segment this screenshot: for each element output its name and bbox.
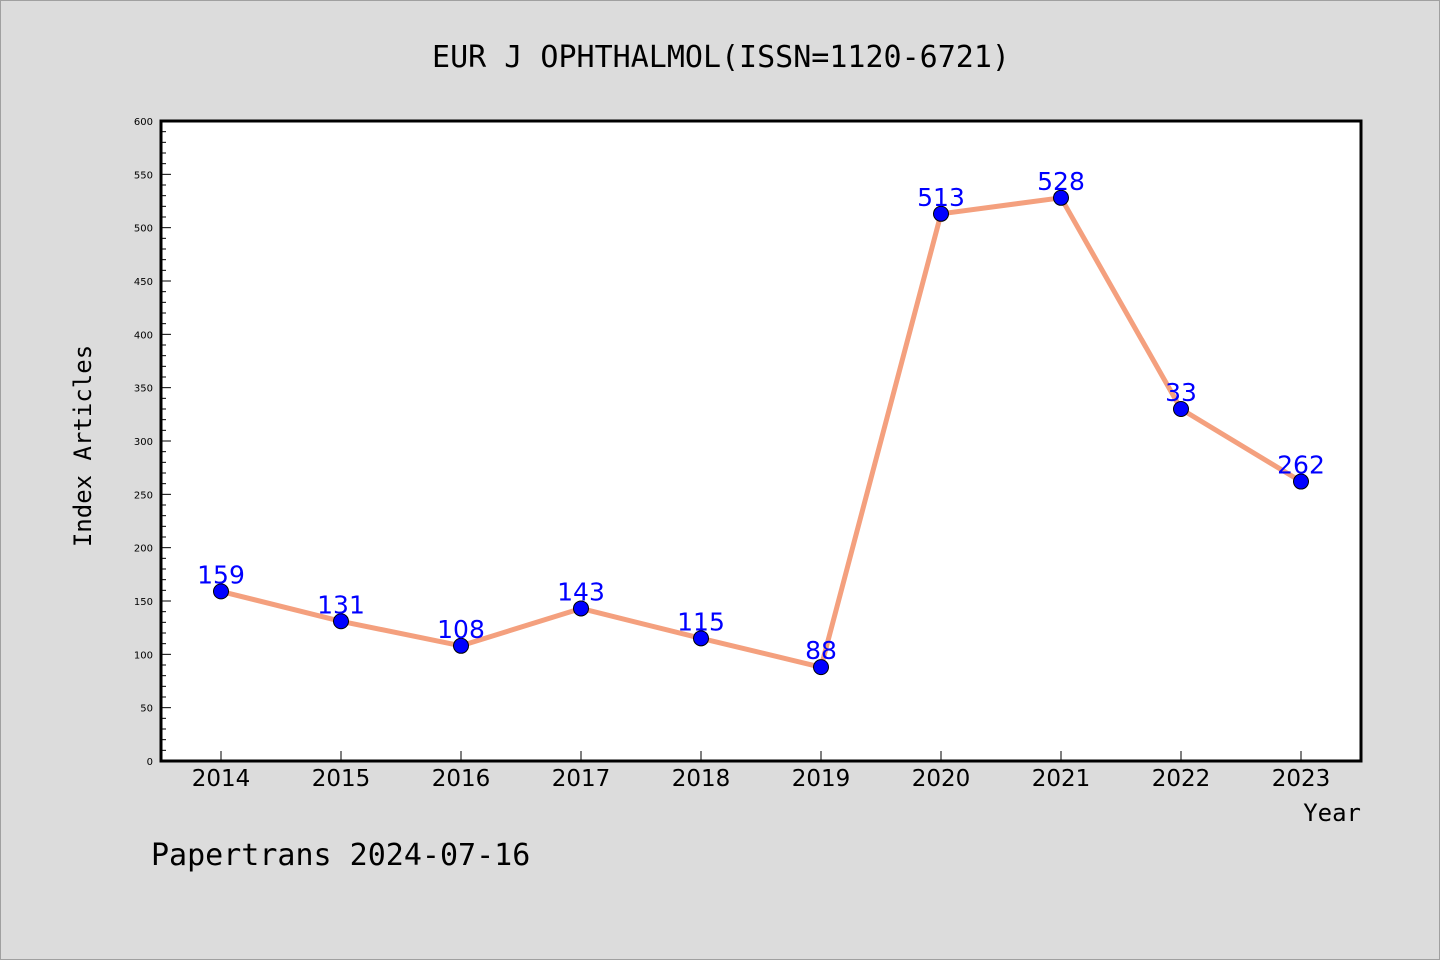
data-point-marker (573, 600, 589, 617)
data-point-label: 33 (1165, 378, 1197, 407)
x-tick-label: 2022 (1152, 766, 1211, 792)
data-point-marker (1173, 401, 1189, 417)
plot-area (161, 121, 1361, 761)
x-tick-label: 2017 (552, 766, 611, 792)
data-point-marker (933, 205, 949, 222)
y-tick-label: 50 (140, 704, 153, 715)
y-tick-label: 300 (134, 437, 153, 448)
series-line (220, 195, 1303, 670)
data-point-label: 513 (917, 183, 965, 212)
data-point-label: 159 (197, 560, 245, 589)
x-tick-label: 2018 (672, 766, 731, 792)
data-point-marker (213, 583, 229, 600)
data-point-label: 108 (437, 615, 485, 644)
x-axis-label: Year (1303, 799, 1361, 827)
data-point-marker (333, 613, 349, 630)
data-point-label: 528 (1037, 167, 1085, 196)
y-tick-label: 100 (134, 650, 153, 661)
x-axis-ticks: 2014 2015 2016 2017 2018 2019 2020 2021 2022 2023 (192, 751, 1331, 792)
data-point-marker (693, 630, 709, 647)
y-tick-label: 200 (134, 544, 153, 555)
data-point-marker (1293, 473, 1309, 490)
y-tick-label: 250 (134, 490, 153, 501)
data-point-label: 115 (677, 607, 725, 636)
y-tick-label: 500 (134, 224, 153, 235)
plot-frame (159, 119, 1363, 763)
x-tick-label: 2016 (432, 766, 491, 792)
y-tick-label: 400 (134, 330, 153, 341)
data-point-label: 143 (557, 577, 605, 606)
y-tick-label: 0 (147, 757, 153, 768)
x-tick-label: 2023 (1272, 766, 1331, 792)
x-tick-label: 2021 (1032, 766, 1091, 792)
data-point-marker (813, 659, 829, 676)
data-point-label: 131 (317, 590, 365, 619)
y-tick-label: 550 (134, 170, 153, 181)
footer-watermark-text: Papertrans 2024-07-16 (151, 838, 530, 873)
y-tick-label: 350 (134, 384, 153, 395)
x-tick-label: 2014 (192, 766, 251, 792)
y-tick-label: 600 (134, 117, 153, 128)
y-axis-label: Index Articles (69, 345, 97, 547)
x-tick-label: 2020 (912, 766, 971, 792)
data-point-label: 88 (805, 636, 837, 665)
data-point-label: 262 (1277, 451, 1325, 480)
data-point-marker (1053, 189, 1069, 206)
data-point-marker (453, 637, 469, 654)
x-tick-label: 2015 (312, 766, 371, 792)
series-layer: 159 131 108 143 115 88 513 528 33 262 (197, 167, 1325, 676)
chart-title: EUR J OPHTHALMOL(ISSN=1120-6721) (432, 40, 1010, 75)
y-tick-label: 150 (134, 597, 153, 608)
x-tick-label: 2019 (792, 766, 851, 792)
y-tick-label: 450 (134, 277, 153, 288)
